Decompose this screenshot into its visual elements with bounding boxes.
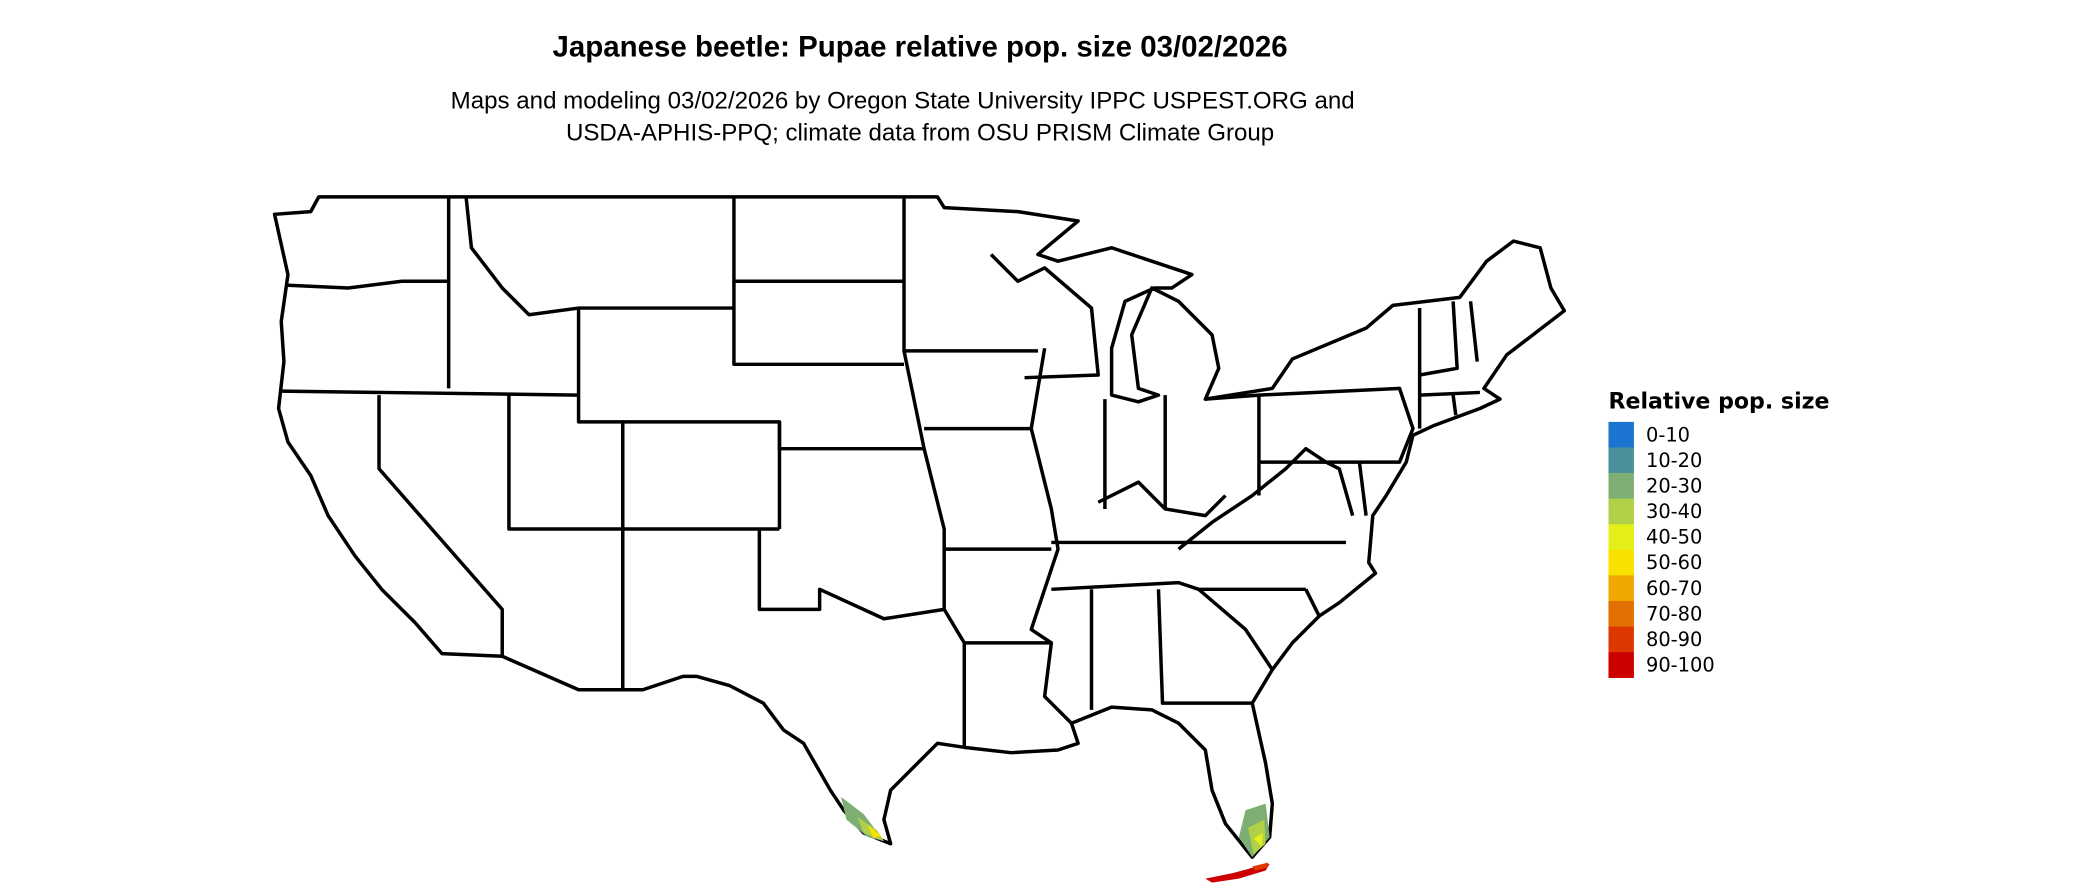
legend-swatch-60-70 <box>1608 575 1634 602</box>
hotspot-florida-keys <box>1205 862 1270 883</box>
legend-label-70-80: 70-80 <box>1646 602 1702 625</box>
legend-label-10-20: 10-20 <box>1646 449 1702 472</box>
legend-swatch-10-20 <box>1608 447 1634 474</box>
legend-swatch-0-10 <box>1608 421 1634 448</box>
legend-swatch-20-30 <box>1608 473 1634 499</box>
legend-label-40-50: 40-50 <box>1646 526 1702 549</box>
hotspot-south-texas <box>841 796 884 842</box>
legend-label-20-30: 20-30 <box>1646 474 1702 497</box>
legend-swatch-70-80 <box>1608 600 1634 627</box>
legend-label-80-90: 80-90 <box>1646 628 1702 651</box>
legend-label-0-10: 0-10 <box>1646 423 1690 446</box>
legend-swatch-50-60 <box>1608 549 1634 576</box>
state-borders <box>281 196 1480 748</box>
legend-label-90-100: 90-100 <box>1646 654 1715 677</box>
legend-label-50-60: 50-60 <box>1646 551 1702 574</box>
map-subtitle-line1: Maps and modeling 03/02/2026 by Oregon S… <box>451 88 1355 115</box>
legend-label-30-40: 30-40 <box>1646 500 1702 523</box>
us-land <box>272 195 1567 859</box>
legend-swatch-90-100 <box>1608 652 1634 678</box>
legend-swatch-80-90 <box>1608 626 1634 653</box>
legend-swatch-40-50 <box>1608 524 1634 551</box>
hotspot-south-florida <box>1238 803 1270 858</box>
legend-swatch-30-40 <box>1608 498 1634 525</box>
map-title: Japanese beetle: Pupae relative pop. siz… <box>553 30 1288 63</box>
legend-title: Relative pop. size <box>1608 389 1829 415</box>
map-subtitle-line2: USDA-APHIS-PPQ; climate data from OSU PR… <box>566 120 1274 147</box>
us-map <box>272 195 1567 883</box>
legend-label-60-70: 60-70 <box>1646 577 1702 600</box>
